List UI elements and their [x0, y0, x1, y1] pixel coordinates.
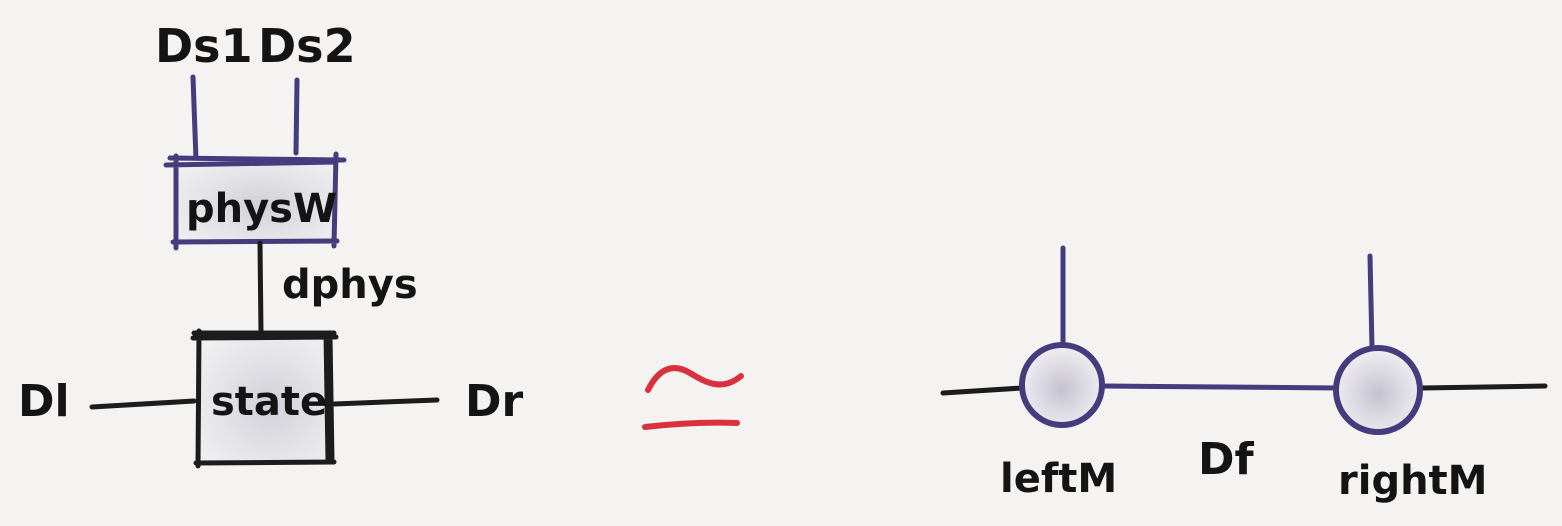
equivalence-bar [642, 419, 740, 430]
rightm-top-wire [1367, 253, 1375, 351]
df-label: Df [1198, 434, 1255, 485]
state-box-outline [190, 328, 339, 469]
leftm-node-fill [1022, 345, 1102, 425]
physw-label: physW [186, 186, 337, 232]
ds2-label: Ds2 [258, 19, 356, 73]
ds2-wire [293, 77, 300, 156]
dr-wire [331, 397, 440, 407]
state-box-fill [198, 335, 330, 463]
rightm-node-fill [1336, 348, 1420, 432]
right-diagram: leftM Df rightM [940, 245, 1548, 504]
equivalence-symbol [642, 365, 744, 430]
outer-right-wire [1419, 383, 1548, 391]
rightm-node-outline [1333, 345, 1423, 435]
ds1-wire [190, 74, 199, 163]
leftm-label: leftM [1000, 456, 1117, 502]
rightm-label: rightM [1338, 458, 1487, 504]
outer-left-wire [940, 385, 1025, 396]
dphys-label: dphys [282, 262, 418, 308]
state-box [190, 328, 339, 469]
equivalence-tilde [645, 365, 744, 393]
left-diagram: Ds1 Ds2 physW dphys state Dl Dr [18, 19, 524, 469]
leftm-node [1019, 342, 1105, 428]
df-wire [1101, 383, 1341, 391]
ds1-label: Ds1 [155, 19, 253, 73]
leftm-node-outline [1019, 342, 1105, 428]
dl-label: Dl [18, 376, 70, 427]
state-label: state [211, 379, 327, 425]
physw-box [163, 151, 347, 251]
rightm-node [1333, 345, 1423, 435]
dr-label: Dr [465, 376, 524, 427]
dphys-wire [257, 240, 264, 336]
physw-box-fill [174, 160, 332, 242]
physw-box-outline [163, 151, 347, 251]
dl-wire [89, 398, 197, 410]
